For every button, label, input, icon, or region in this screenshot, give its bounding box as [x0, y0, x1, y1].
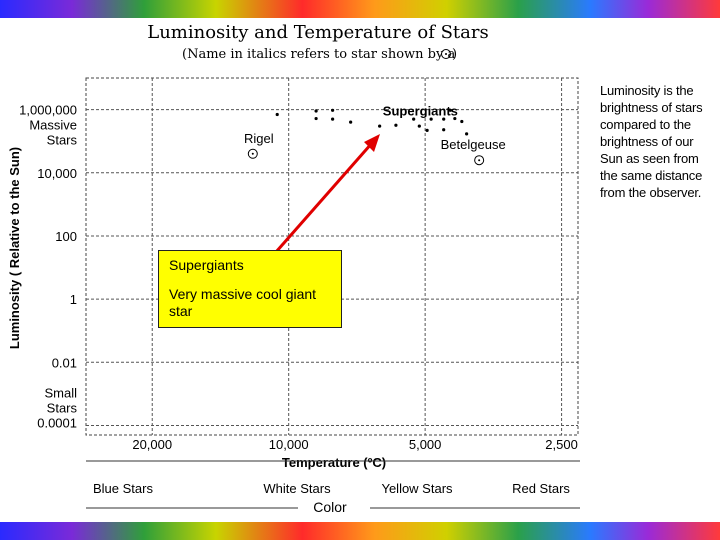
y-tick-sublabel: Small: [44, 385, 77, 400]
color-axis-label: Color: [313, 499, 347, 515]
star-name-label: Betelgeuse: [441, 137, 506, 152]
star-point: [275, 112, 279, 117]
color-category-label: Yellow Stars: [381, 481, 453, 496]
callout-arrowhead: [364, 134, 380, 152]
x-tick-label: 10,000: [269, 437, 309, 452]
y-axis-label: Luminosity ( Relative to the Sun): [7, 147, 22, 349]
color-category-label: White Stars: [263, 481, 331, 496]
y-tick-label: 0.01: [52, 355, 77, 370]
x-tick-label: 5,000: [409, 437, 442, 452]
y-tick-label: 100: [55, 229, 77, 244]
sun-symbol-icon: [441, 49, 451, 59]
star-point: [478, 159, 481, 162]
star-point: [465, 132, 469, 136]
sun-symbol-icon: [474, 155, 485, 166]
y-tick-label: 1,000,000: [19, 103, 77, 118]
data-points: Supergiants: [275, 104, 469, 136]
y-tick-label: 1: [70, 292, 77, 307]
y-tick-label: 0.0001: [37, 415, 77, 430]
x-tick-labels: 20,000 10,000 5,000 2,500: [132, 437, 578, 452]
y-tick-labels: 1,000,000MassiveStars10,00010010.01Small…: [19, 103, 77, 431]
rainbow-top-border: [0, 0, 720, 18]
chart-subtitle: (Name in italics refers to star shown by…: [182, 47, 455, 62]
sun-symbol-icon: [247, 148, 258, 159]
star-point: [349, 120, 353, 124]
supergiants-callout: Supergiants Very massive cool giant star: [158, 250, 342, 328]
x-axis-label: Temperature (ºC): [282, 455, 386, 470]
star-name-label: Rigel: [244, 131, 274, 146]
star-point: [412, 117, 416, 121]
plot-frame: [85, 77, 579, 436]
grid-lines: [86, 78, 578, 435]
star-point: [453, 116, 457, 121]
star-point: [425, 128, 429, 132]
chart-subtitle-end: ): [452, 47, 457, 62]
color-category-label: Blue Stars: [93, 481, 153, 496]
luminosity-note: Luminosity is the brightness of stars co…: [600, 83, 703, 200]
star-point: [460, 119, 464, 124]
chart-title: Luminosity and Temperature of Stars: [147, 22, 489, 43]
y-tick-sublabel: Massive: [29, 118, 77, 133]
star-point: [331, 108, 335, 112]
x-tick-label: 2,500: [545, 437, 578, 452]
star-point: [417, 124, 421, 128]
supergiants-label: Supergiants: [383, 104, 458, 119]
named-stars: Rigel Betelgeuse: [244, 131, 506, 166]
callout-body: Very massive cool giant star: [169, 286, 317, 319]
star-point: [251, 152, 254, 155]
color-categories: Blue Stars White Stars Yellow Stars Red Sta…: [93, 481, 570, 496]
star-point: [429, 117, 433, 121]
star-point: [314, 116, 318, 121]
callout-arrow: [274, 142, 374, 253]
y-tick-sublabel: Stars: [47, 400, 78, 415]
callout-heading: Supergiants: [169, 257, 244, 273]
rainbow-bottom-border: [0, 522, 720, 540]
star-point: [442, 117, 446, 121]
y-tick-label: 10,000: [37, 166, 77, 181]
color-category-label: Red Stars: [512, 481, 570, 496]
star-point: [378, 124, 382, 128]
star-point: [442, 128, 446, 132]
y-tick-sublabel: Stars: [47, 133, 78, 148]
x-tick-label: 20,000: [132, 437, 172, 452]
star-point: [331, 117, 335, 121]
star-point: [314, 109, 318, 113]
star-point: [448, 108, 452, 112]
star-point: [394, 123, 398, 127]
